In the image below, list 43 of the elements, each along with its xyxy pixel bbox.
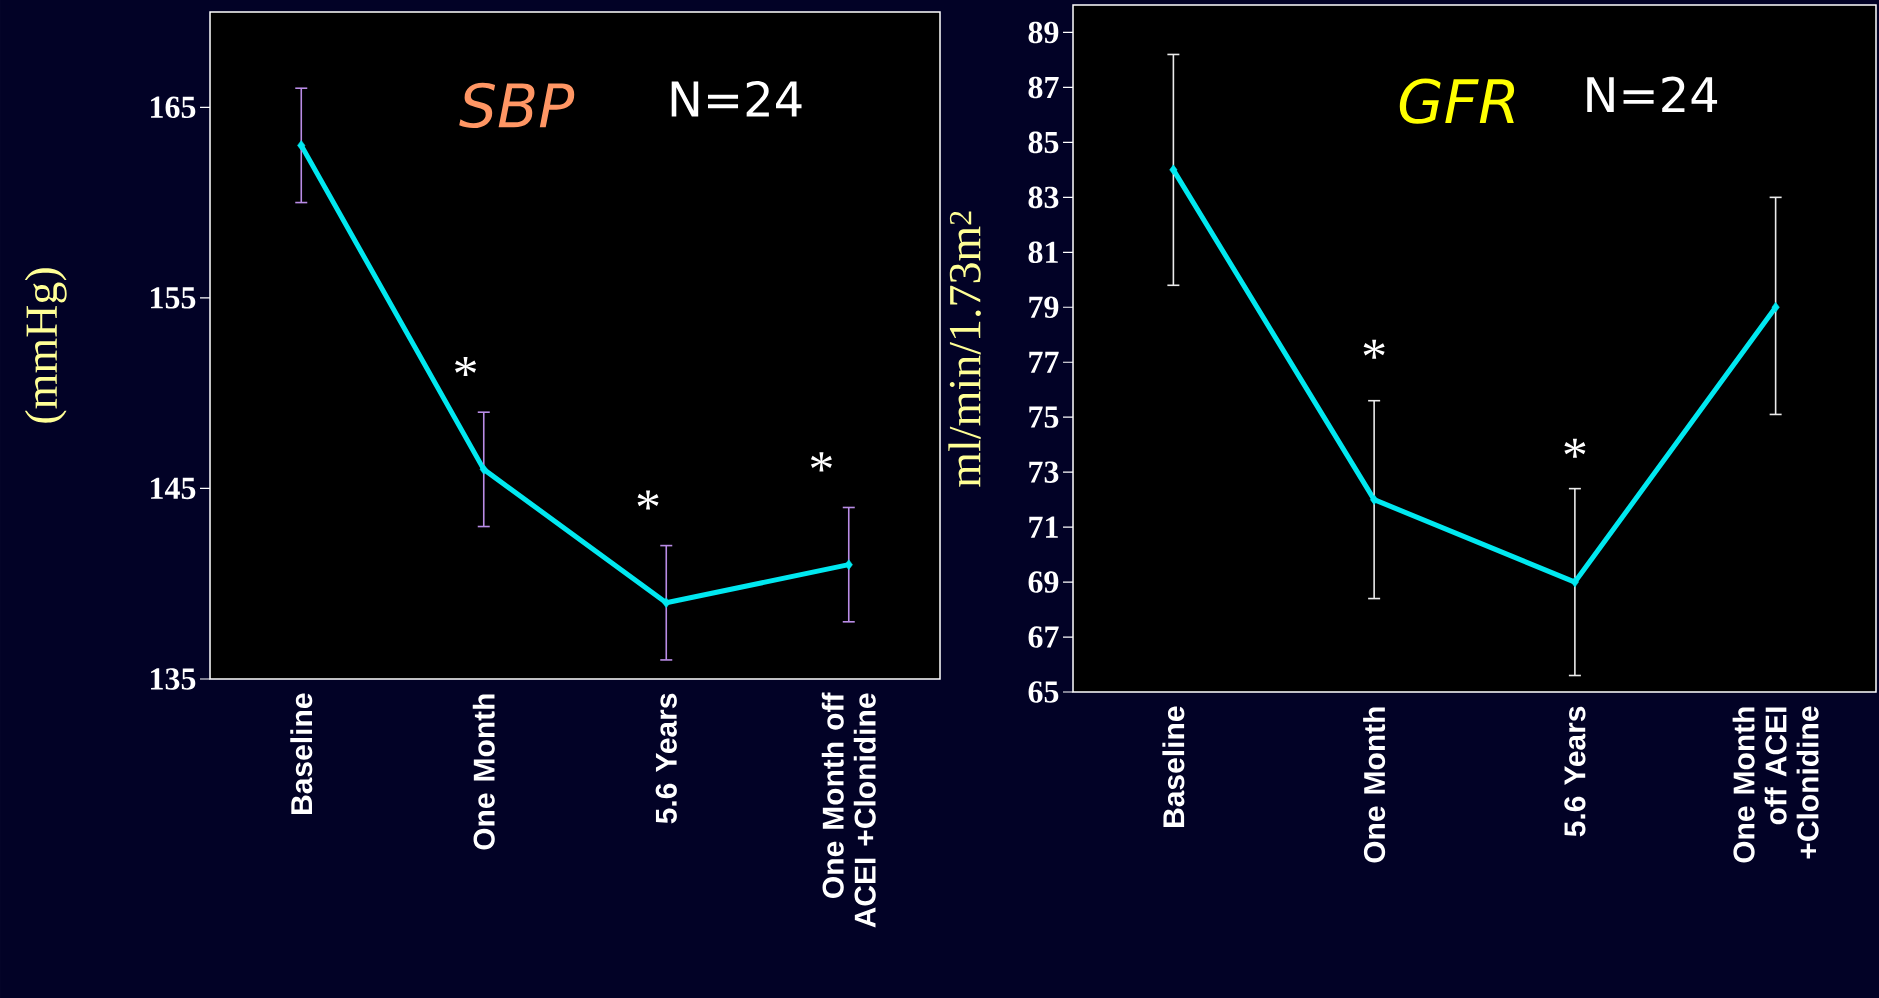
y-tick-label: 69 [1028,571,1059,593]
point [479,464,488,475]
annotation: N=24 [1587,76,1718,113]
y-axis-title: ml/min/1.73m$^{2}$ [948,211,981,487]
x-tick-label: One Month [472,694,495,850]
y-tick-label: 83 [1028,186,1059,209]
y-tick-label: 165 [151,96,196,119]
y-tick-label: 77 [1029,351,1059,373]
x-tick-label: 5.6 Years [655,693,677,824]
point [1169,164,1178,176]
x-tick-label: One Month off ACEI +Clonidine [1732,706,1819,863]
y-tick-label: 87 [1028,76,1059,99]
y-tick-label: 79 [1029,296,1059,319]
point [662,597,671,609]
annotation: * [455,357,477,377]
y-tick-label: 155 [151,287,196,309]
annotation: * [1363,339,1385,359]
y-tick-label: 75 [1029,406,1059,428]
annotation: * [1564,438,1586,458]
y-tick-label: 135 [151,668,196,690]
point [1370,494,1379,505]
x-tick-label: One Month [1363,707,1386,863]
annotation: N=24 [671,80,802,117]
y-axis-title: (mmHg) [24,268,67,423]
y-tick-label: 89 [1028,21,1059,44]
y-tick-label: 145 [151,477,196,500]
annotation: * [637,490,659,510]
y-tick-label: 73 [1029,461,1059,483]
y-tick-label: 67 [1028,626,1059,648]
x-tick-label: One Month off ACEI +Clonidine [821,692,876,928]
x-tick-label: Baseline [1162,706,1185,827]
text: SBP [459,82,575,129]
annotation: * [810,452,832,472]
point [1570,576,1579,588]
y-tick-label: 85 [1028,131,1059,154]
point [297,140,306,151]
y-tick-label: 65 [1028,681,1059,703]
point [1771,302,1780,313]
y-tick-label: 71 [1029,516,1058,538]
y-tick-label: 81 [1028,241,1058,264]
text: GFR [1399,78,1515,124]
x-tick-label: 5.6 Years [1564,706,1586,837]
x-tick-label: Baseline [290,693,313,814]
